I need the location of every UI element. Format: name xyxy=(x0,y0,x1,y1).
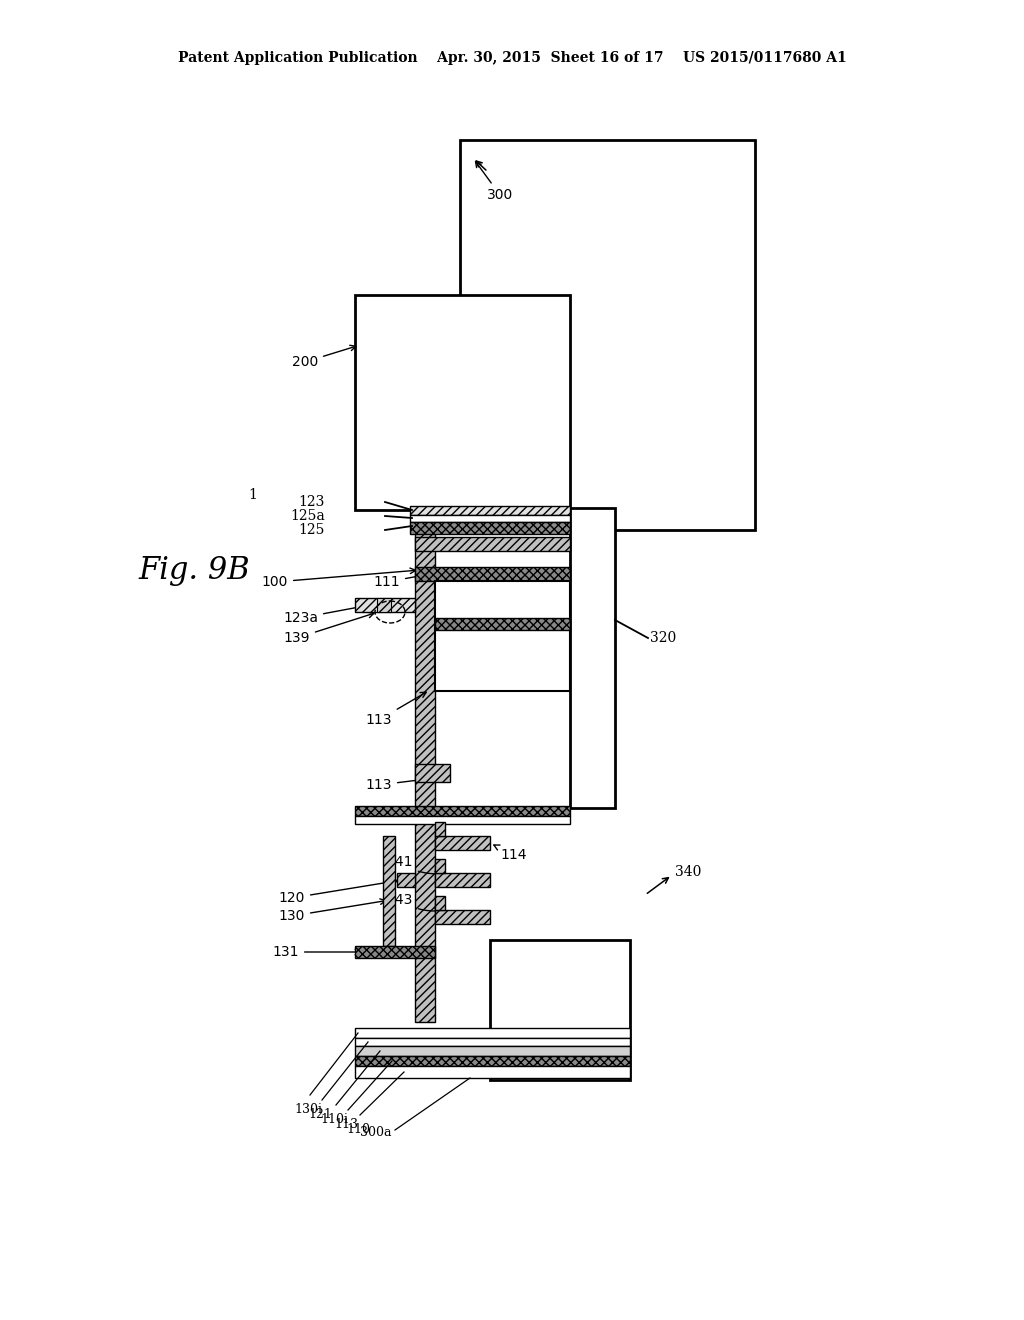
Bar xyxy=(415,764,450,781)
Bar xyxy=(355,816,570,824)
Bar xyxy=(435,836,490,850)
Bar xyxy=(435,896,445,909)
Bar xyxy=(435,618,570,630)
Bar xyxy=(415,537,570,550)
Bar xyxy=(435,873,490,887)
Text: Fig. 9B: Fig. 9B xyxy=(138,554,250,586)
Text: 130: 130 xyxy=(279,899,386,923)
Bar xyxy=(355,946,435,958)
Bar xyxy=(355,294,570,510)
Text: 113: 113 xyxy=(366,692,426,727)
Text: 110: 110 xyxy=(346,1123,370,1137)
Bar xyxy=(435,822,445,836)
Text: 125a: 125a xyxy=(290,510,325,523)
Text: 120: 120 xyxy=(279,879,397,906)
Bar xyxy=(415,568,570,581)
Bar xyxy=(415,822,435,1022)
Bar xyxy=(355,598,415,612)
Bar xyxy=(490,940,630,1080)
Text: 139: 139 xyxy=(284,612,374,645)
Bar xyxy=(377,598,391,612)
Text: Patent Application Publication    Apr. 30, 2015  Sheet 16 of 17    US 2015/01176: Patent Application Publication Apr. 30, … xyxy=(177,51,847,65)
Text: 113: 113 xyxy=(366,776,431,792)
Bar xyxy=(355,1028,630,1038)
Text: 114: 114 xyxy=(494,845,526,862)
Bar xyxy=(355,1056,630,1067)
Text: 111: 111 xyxy=(374,573,426,589)
Bar xyxy=(435,581,570,690)
Text: 123a: 123a xyxy=(283,605,366,624)
Bar xyxy=(415,508,435,808)
Bar xyxy=(460,140,755,531)
Text: 110i: 110i xyxy=(319,1113,348,1126)
Text: 143: 143 xyxy=(387,894,440,913)
Text: 300: 300 xyxy=(475,161,513,202)
Text: 121: 121 xyxy=(308,1107,332,1121)
Bar xyxy=(410,506,570,515)
Text: 340: 340 xyxy=(675,865,701,879)
Text: 130i: 130i xyxy=(294,1104,322,1115)
Bar xyxy=(355,807,570,816)
Text: 320: 320 xyxy=(650,631,676,645)
Text: 131: 131 xyxy=(272,945,360,960)
Bar xyxy=(410,521,570,535)
Text: 125: 125 xyxy=(299,523,325,537)
Bar xyxy=(355,1045,630,1056)
Text: 113: 113 xyxy=(334,1118,358,1131)
Bar xyxy=(435,859,445,873)
Text: 100: 100 xyxy=(261,568,416,589)
Bar xyxy=(355,1038,630,1045)
Bar xyxy=(383,836,395,946)
Text: 200: 200 xyxy=(292,346,356,370)
Text: 1: 1 xyxy=(248,488,257,502)
Bar xyxy=(410,515,570,521)
Bar xyxy=(397,873,415,887)
Text: 300a: 300a xyxy=(360,1126,391,1138)
Text: 141: 141 xyxy=(386,855,440,876)
Bar xyxy=(435,909,490,924)
Bar xyxy=(570,508,615,808)
Text: 123: 123 xyxy=(299,495,325,510)
Bar xyxy=(355,1067,630,1078)
